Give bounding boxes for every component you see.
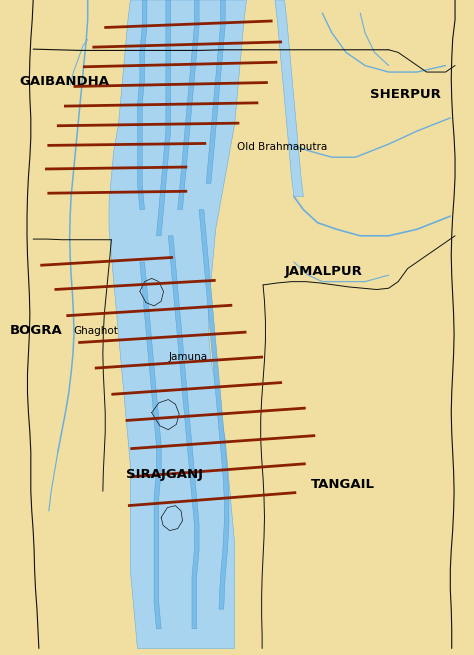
Text: Ghaghot: Ghaghot [73, 326, 118, 336]
Polygon shape [137, 0, 147, 210]
Text: SIRAJGANJ: SIRAJGANJ [126, 468, 202, 481]
Polygon shape [109, 0, 246, 648]
Text: TANGAIL: TANGAIL [310, 478, 374, 491]
Polygon shape [206, 0, 225, 183]
Polygon shape [199, 210, 229, 609]
Text: SHERPUR: SHERPUR [370, 88, 441, 102]
Polygon shape [140, 262, 161, 629]
Text: JAMALPUR: JAMALPUR [284, 265, 362, 278]
Polygon shape [178, 0, 199, 210]
Polygon shape [156, 0, 171, 236]
Polygon shape [275, 0, 303, 196]
Text: Jamuna: Jamuna [168, 352, 208, 362]
Text: GAIBANDHA: GAIBANDHA [19, 75, 109, 88]
Text: Old Brahmaputra: Old Brahmaputra [237, 142, 327, 153]
Text: BOGRA: BOGRA [9, 324, 62, 337]
Polygon shape [168, 236, 199, 629]
